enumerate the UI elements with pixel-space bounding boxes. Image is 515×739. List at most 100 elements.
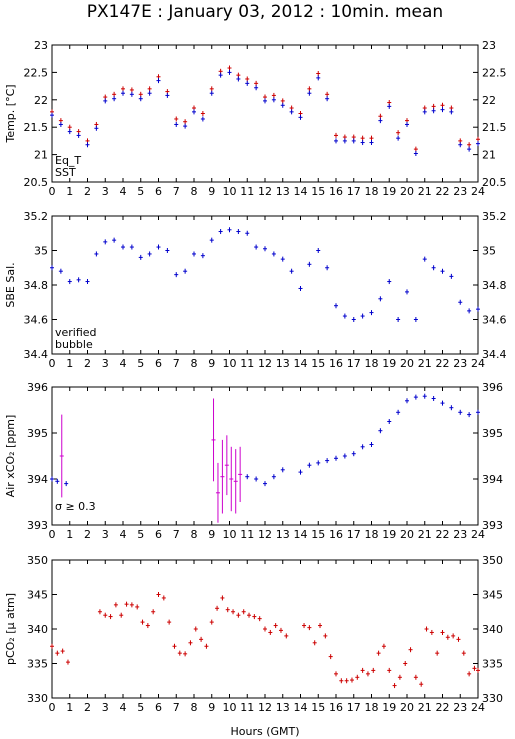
y-tick-label-right: 330 <box>482 692 503 705</box>
x-tick-label: 16 <box>329 357 343 370</box>
x-tick-label: 15 <box>311 357 325 370</box>
series-pCO2 <box>50 592 480 689</box>
x-tick-label: 22 <box>436 185 450 198</box>
x-tick-label: 19 <box>382 185 396 198</box>
x-tick-label: 22 <box>436 528 450 541</box>
x-tick-label: 6 <box>155 528 162 541</box>
y-tick-label-left: 395 <box>27 427 48 440</box>
x-tick-label: 20 <box>400 185 414 198</box>
y-tick-label-left: 350 <box>27 554 48 567</box>
x-tick-label: 15 <box>311 185 325 198</box>
x-tick-label: 9 <box>208 357 215 370</box>
y-tick-label-left: 22.5 <box>24 66 49 79</box>
x-tick-label: 0 <box>49 185 56 198</box>
y-tick-label-left: 21.5 <box>24 121 49 134</box>
x-tick-label: 3 <box>102 357 109 370</box>
series-verified <box>50 227 480 322</box>
y-tick-label-right: 340 <box>482 623 503 636</box>
y-tick-label-right: 393 <box>482 519 503 532</box>
x-tick-label: 16 <box>329 528 343 541</box>
x-tick-label: 15 <box>311 701 325 714</box>
x-tick-label: 21 <box>418 185 432 198</box>
x-tick-label: 16 <box>329 185 343 198</box>
y-tick-label-right: 35.2 <box>482 210 507 223</box>
x-tick-label: 1 <box>66 185 73 198</box>
x-tick-label: 8 <box>191 528 198 541</box>
x-tick-label: 23 <box>453 701 467 714</box>
x-tick-label: 5 <box>137 185 144 198</box>
x-tick-label: 4 <box>120 357 127 370</box>
x-tick-label: 21 <box>418 357 432 370</box>
x-tick-label: 0 <box>49 701 56 714</box>
series-SST <box>50 69 480 157</box>
y-tick-label-left: 335 <box>27 658 48 671</box>
x-tick-label: 17 <box>347 528 361 541</box>
x-tick-label: 9 <box>208 701 215 714</box>
x-tick-label: 6 <box>155 357 162 370</box>
y-tick-label-right: 350 <box>482 554 503 567</box>
x-tick-label: 13 <box>276 357 290 370</box>
x-tick-label: 18 <box>365 701 379 714</box>
x-tick-label: 8 <box>191 185 198 198</box>
y-tick-label-left: 34.8 <box>24 279 49 292</box>
y-tick-label-left: 345 <box>27 589 48 602</box>
x-tick-label: 11 <box>240 701 254 714</box>
y-tick-label-right: 22.5 <box>482 66 507 79</box>
y-axis-label: Air xCO₂ [ppm] <box>4 415 17 498</box>
y-tick-label-right: 23 <box>482 39 496 52</box>
y-tick-label-left: 34.6 <box>24 314 49 327</box>
y-tick-label-left: 34.4 <box>24 348 49 361</box>
x-tick-label: 23 <box>453 528 467 541</box>
x-tick-label: 3 <box>102 185 109 198</box>
y-tick-label-right: 21.5 <box>482 121 507 134</box>
x-tick-label: 7 <box>173 701 180 714</box>
x-tick-label: 24 <box>471 528 485 541</box>
x-tick-label: 7 <box>173 357 180 370</box>
x-tick-label: 18 <box>365 185 379 198</box>
y-axis-label: SBE Sal. <box>4 262 17 307</box>
x-tick-label: 12 <box>258 528 272 541</box>
x-tick-label: 17 <box>347 357 361 370</box>
x-tick-label: 23 <box>453 357 467 370</box>
x-tick-label: 8 <box>191 357 198 370</box>
x-tick-label: 14 <box>294 528 308 541</box>
x-tick-label: 18 <box>365 528 379 541</box>
x-tick-label: 6 <box>155 701 162 714</box>
x-tick-label: 9 <box>208 528 215 541</box>
x-tick-label: 24 <box>471 185 485 198</box>
x-tick-label: 2 <box>84 357 91 370</box>
x-tick-label: 11 <box>240 185 254 198</box>
y-tick-label-left: 20.5 <box>24 176 49 189</box>
y-tick-label-left: 35 <box>34 245 48 258</box>
x-tick-label: 10 <box>223 357 237 370</box>
x-tick-label: 7 <box>173 185 180 198</box>
x-tick-label: 2 <box>84 701 91 714</box>
x-tick-label: 2 <box>84 185 91 198</box>
x-tick-label: 1 <box>66 528 73 541</box>
x-tick-label: 17 <box>347 701 361 714</box>
x-tick-label: 17 <box>347 185 361 198</box>
x-tick-label: 22 <box>436 357 450 370</box>
x-tick-label: 10 <box>223 701 237 714</box>
x-tick-label: 4 <box>120 528 127 541</box>
x-tick-label: 7 <box>173 528 180 541</box>
x-tick-label: 3 <box>102 701 109 714</box>
legend-entry: bubble <box>55 338 93 351</box>
series-normal <box>50 393 480 487</box>
x-tick-label: 1 <box>66 357 73 370</box>
x-tick-label: 24 <box>471 701 485 714</box>
y-tick-label-right: 20.5 <box>482 176 507 189</box>
x-tick-label: 5 <box>137 357 144 370</box>
x-tick-label: 8 <box>191 701 198 714</box>
x-tick-label: 20 <box>400 701 414 714</box>
legend-entry: verified <box>55 326 97 339</box>
x-tick-label: 1 <box>66 701 73 714</box>
x-tick-label: 4 <box>120 701 127 714</box>
x-tick-label: 19 <box>382 701 396 714</box>
x-tick-label: 11 <box>240 357 254 370</box>
x-tick-label: 19 <box>382 357 396 370</box>
y-tick-label-right: 395 <box>482 427 503 440</box>
